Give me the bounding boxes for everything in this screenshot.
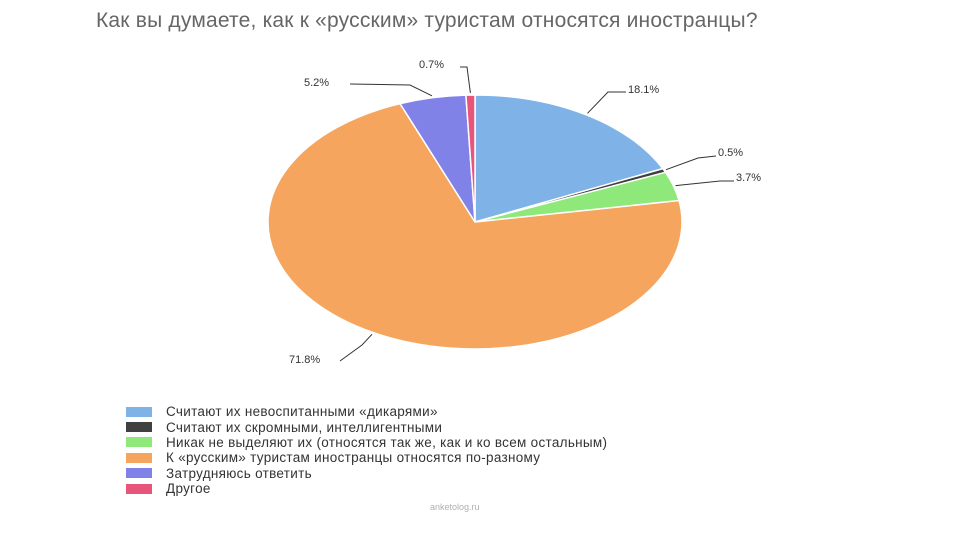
- pie-slices: [267, 94, 683, 350]
- leader-line-2: [665, 155, 717, 171]
- legend-swatch: [126, 437, 152, 448]
- slice-labels: 18.1% 0.5% 3.7% 71.8% 5.2% 0.7%: [289, 59, 761, 366]
- legend-item-3: Никак не выделяют их (относятся так же, …: [126, 435, 607, 450]
- legend-swatch: [126, 406, 152, 417]
- legend-label: Затрудняюсь ответить: [166, 465, 312, 481]
- slice-label-2: 0.5%: [718, 147, 743, 159]
- legend-label: К «русским» туристам иностранцы относятс…: [166, 450, 541, 466]
- legend-label: Считают их невоспитанными «дикарями»: [166, 404, 438, 420]
- leader-lines: [339, 66, 734, 362]
- source-watermark: anketolog.ru: [430, 502, 480, 512]
- legend-swatch: [126, 483, 152, 494]
- chart-title: Как вы думаете, как к «русским» туристам…: [96, 9, 758, 32]
- leader-line-5: [349, 83, 433, 97]
- legend-swatch: [126, 452, 152, 463]
- legend-item-5: Затрудняюсь ответить: [126, 466, 607, 481]
- pie-slice-6: [465, 94, 476, 223]
- leader-line-6: [460, 66, 471, 94]
- legend-item-1: Считают их невоспитанными «дикарями»: [126, 404, 607, 419]
- legend-item-4: К «русским» туристам иностранцы относятс…: [126, 450, 607, 465]
- legend-item-2: Считают их скромными, интеллигентными: [126, 419, 607, 435]
- legend-swatch: [126, 468, 152, 479]
- leader-line-3: [675, 180, 734, 187]
- legend-item-6: Другое: [126, 481, 607, 496]
- slice-label-1: 18.1%: [628, 84, 659, 96]
- leader-line-4: [339, 333, 373, 362]
- legend-label: Другое: [166, 481, 211, 497]
- chart-legend: Считают их невоспитанными «дикарями» Счит…: [126, 404, 607, 496]
- slice-label-3: 3.7%: [736, 172, 761, 184]
- legend-label: Никак не выделяют их (относятся так же, …: [166, 434, 608, 450]
- leader-line-1: [587, 91, 626, 114]
- pie-slice-1: [474, 94, 665, 223]
- slice-label-5: 5.2%: [304, 77, 329, 89]
- legend-swatch: [126, 422, 152, 433]
- slice-label-6: 0.7%: [419, 59, 444, 71]
- pie-slice-4: [267, 102, 683, 350]
- legend-label: Считают их скромными, интеллигентными: [166, 419, 443, 435]
- slice-label-4: 71.8%: [289, 354, 320, 366]
